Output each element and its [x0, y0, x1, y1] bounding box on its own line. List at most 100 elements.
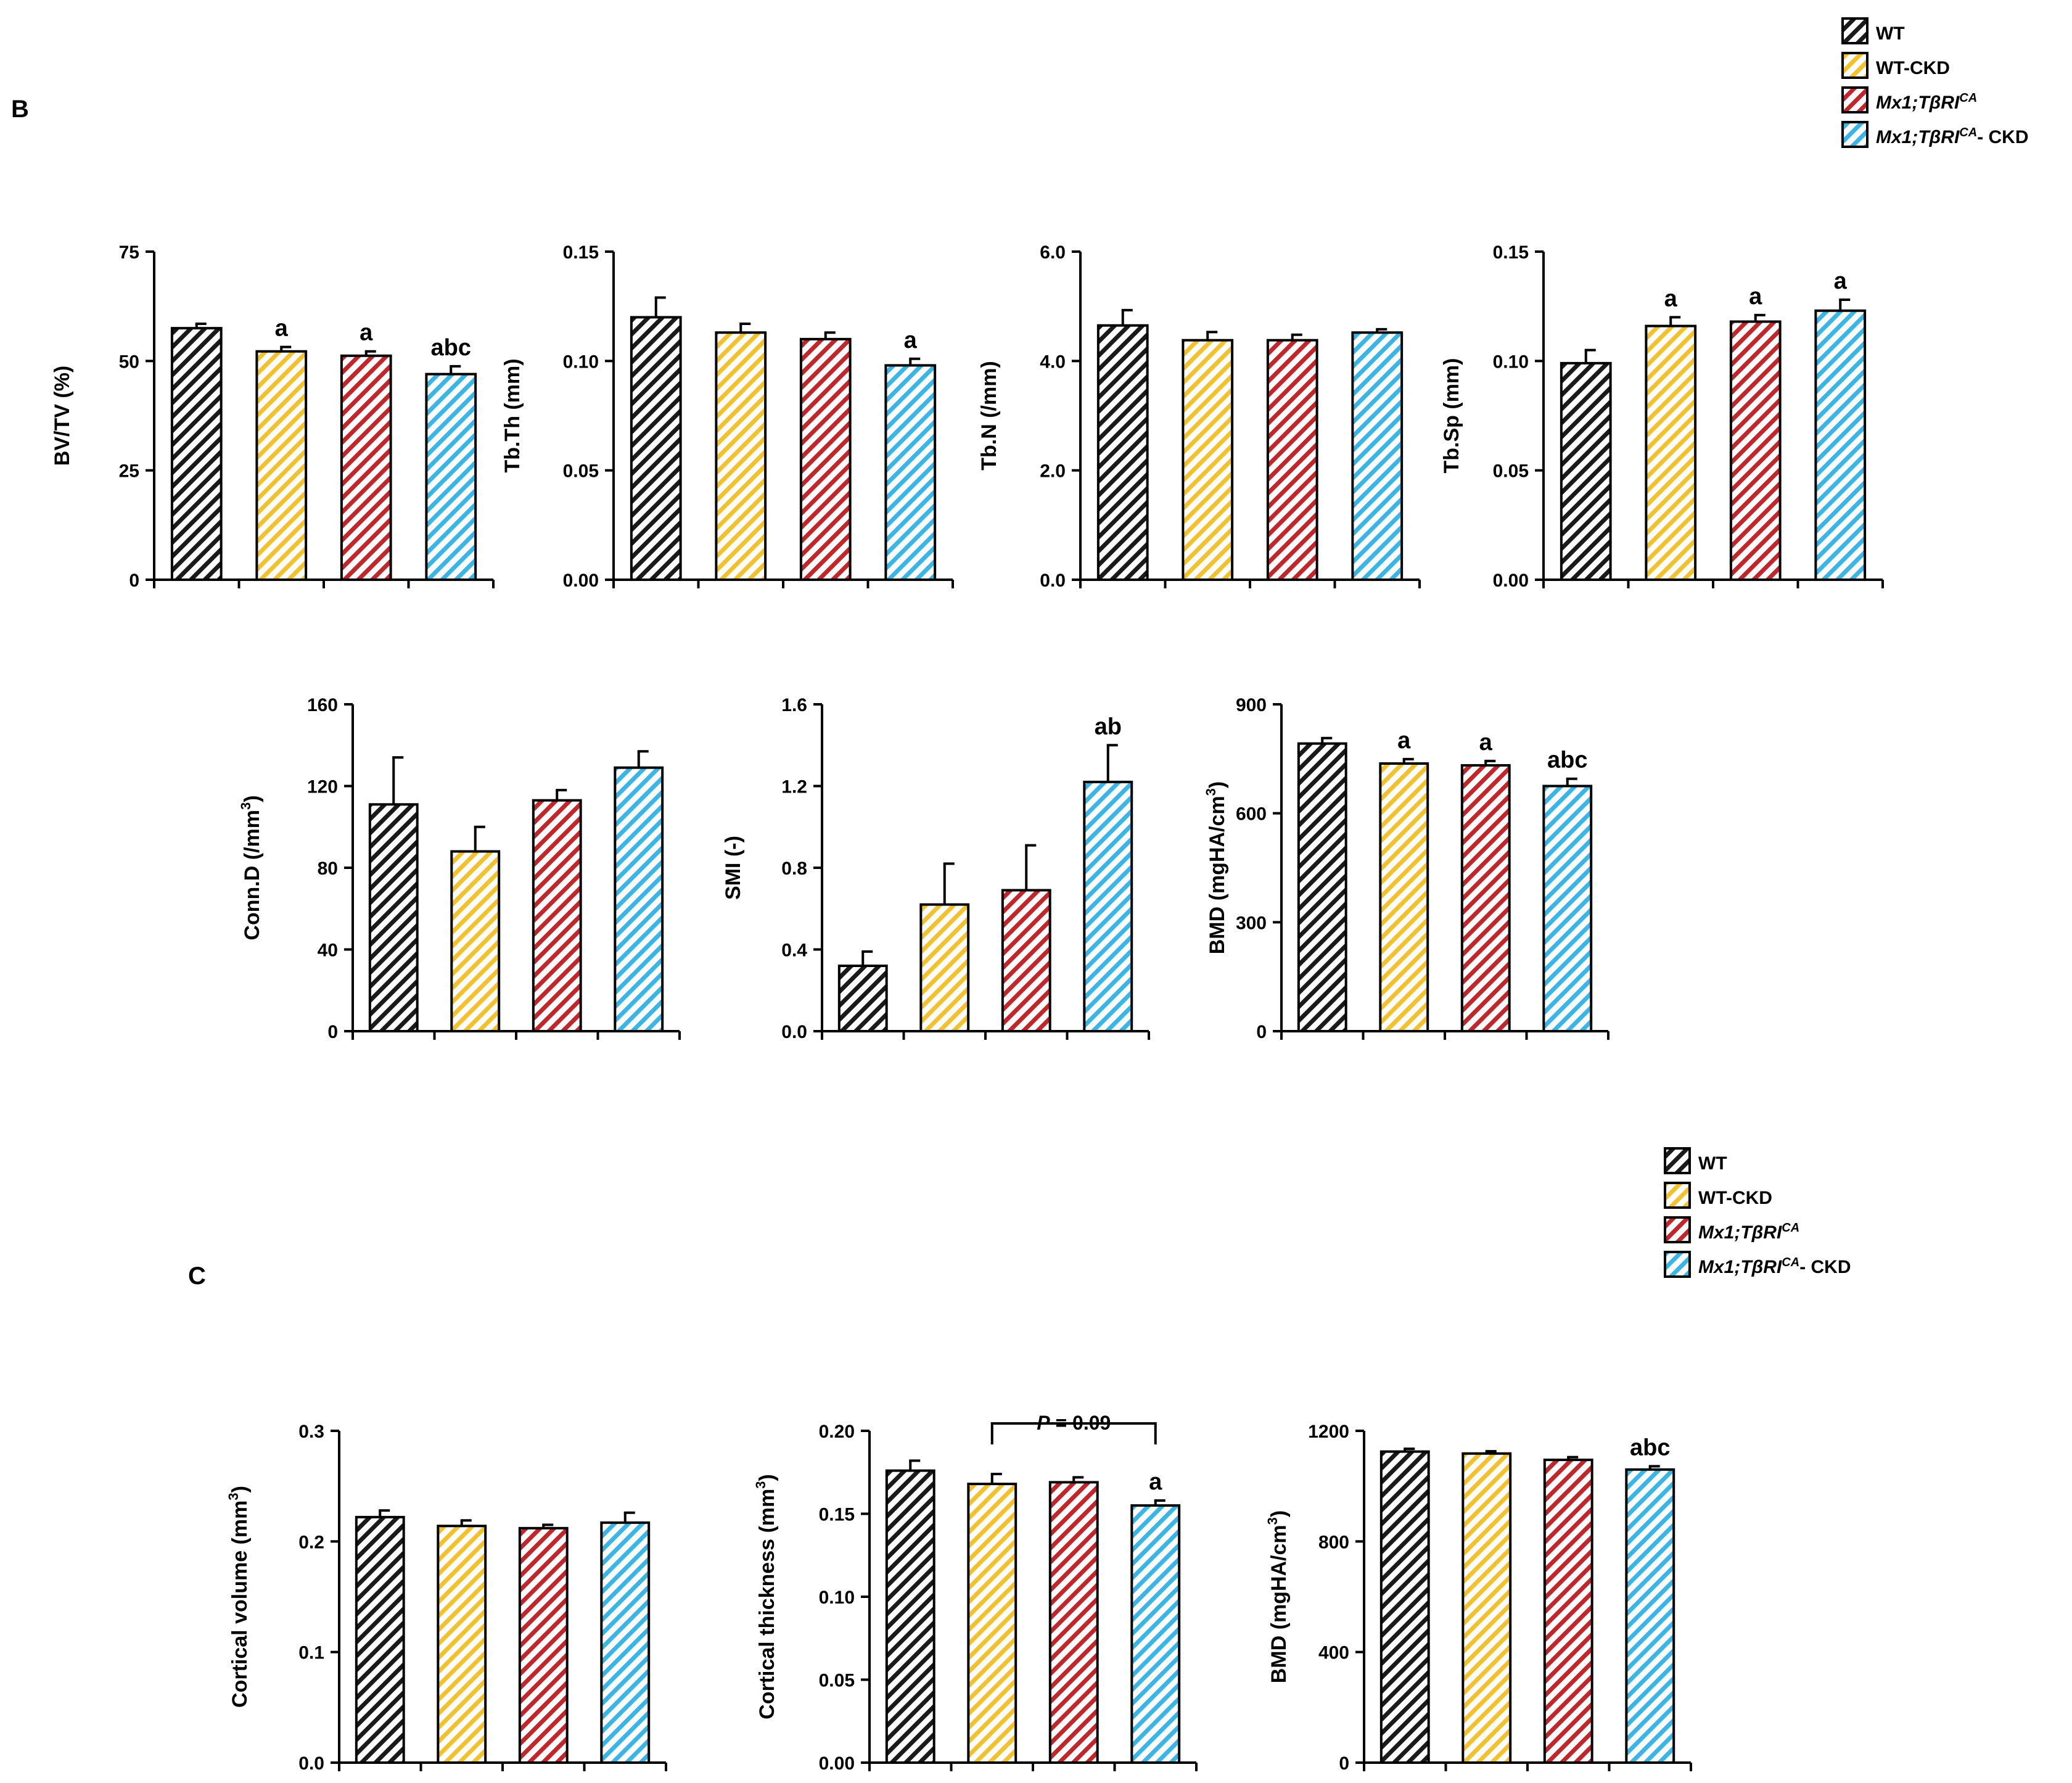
chart-2-bar-0 [1096, 324, 1149, 581]
chart-0-y-tick-label: 25 [119, 461, 139, 482]
chart-1-annotation-3: a [904, 327, 918, 353]
chart-8-y-tick-label: 0.05 [819, 1671, 855, 1691]
chart-2-y-tick-label: 2.0 [1040, 461, 1066, 482]
chart-2-bar-2 [1266, 339, 1318, 581]
chart-3-y-tick-label: 0.00 [1493, 570, 1529, 591]
chart-2-bar-3 [1351, 331, 1404, 582]
chart-6-bar-2 [1460, 764, 1511, 1033]
chart-7-bar-3 [600, 1521, 651, 1764]
chart-4-y-tick-label: 160 [307, 695, 338, 715]
chart-5-y-tick-label: 0.0 [781, 1022, 807, 1042]
chart-3-annotation-2: a [1749, 284, 1762, 310]
chart-9-y-tick-label: 800 [1318, 1532, 1349, 1552]
chart-1-bar-0 [630, 316, 682, 582]
chart-0-bar-3 [425, 373, 477, 581]
legend-bottom-label-1: WT-CKD [1698, 1188, 1772, 1208]
legend-bottom-label-3: Mx1;TβRICA- CKD [1698, 1256, 1851, 1277]
chart-0-annotation-2: a [360, 320, 373, 346]
chart-5-bar-3 [1083, 780, 1133, 1032]
chart-0: 0 25 50 75 BV/TV (%) a a abc [51, 242, 495, 591]
chart-3-annotation-3: a [1834, 268, 1848, 294]
chart-4-y-tick-label: 40 [318, 941, 338, 961]
chart-1-bar-3 [884, 364, 937, 582]
chart-0-bar-0 [170, 327, 223, 582]
chart-1-bar-2 [799, 337, 852, 581]
chart-8-annotation-3: a [1149, 1469, 1162, 1495]
chart-4-bar-2 [532, 799, 582, 1032]
chart-2-y-tick-label: 0.0 [1040, 570, 1066, 591]
legend-bottom: WT WT-CKD Mx1;TβRICA Mx1;TβRICA- CKD [1664, 1147, 1851, 1278]
legend-bottom-label-2: Mx1;TβRICA [1698, 1221, 1799, 1243]
chart-3-y-tick-label: 0.15 [1493, 242, 1529, 263]
chart-6-y-tick-label: 300 [1236, 913, 1267, 933]
chart-4-bar-1 [450, 850, 501, 1032]
chart-9-y-tick-label: 0 [1339, 1753, 1349, 1774]
chart-5-y-tick-label: 1.2 [781, 777, 807, 797]
legend-top-swatch-3 [1841, 121, 1868, 148]
legend-top-label-0: WT [1876, 23, 1905, 44]
chart-0-annotation-1: a [275, 316, 289, 342]
chart-7-y-tick-label: 0.3 [298, 1422, 324, 1442]
chart-2: 0.0 2.0 4.0 6.0 Tb.N (/mm) [977, 242, 1421, 591]
chart-8-y-tick-label: 0.15 [819, 1505, 855, 1525]
chart-8-bar-3 [1130, 1504, 1181, 1764]
chart-6-y-tick-label: 600 [1236, 804, 1267, 825]
chart-1: 0.00 0.05 0.10 0.15 Tb.Th (mm) a [501, 242, 954, 591]
chart-7: 0.0 0.1 0.2 0.3 Cortical volume (mm3) [226, 1422, 667, 1774]
chart-6-y-tick-label: 0 [1256, 1022, 1267, 1042]
chart-0-bar-2 [340, 354, 392, 582]
chart-2-bar-1 [1182, 339, 1234, 581]
chart-4-bar-3 [614, 766, 664, 1032]
chart-9-bar-1 [1462, 1452, 1512, 1764]
chart-1-y-axis-label: Tb.Th (mm) [501, 358, 524, 472]
chart-3: 0.00 0.05 0.10 0.15 Tb.Sp (mm) a a a [1440, 242, 1884, 591]
chart-0-y-tick-label: 0 [129, 570, 139, 591]
chart-7-y-tick-label: 0.0 [298, 1753, 324, 1774]
chart-5-y-tick-label: 0.4 [781, 941, 807, 961]
chart-8-y-tick-label: 0.10 [819, 1587, 855, 1608]
chart-6: 0 300 600 900 BMD (mgHA/cm3) a a abc [1203, 695, 1610, 1042]
chart-6-bar-3 [1542, 784, 1593, 1032]
chart-0-y-tick-label: 50 [119, 352, 139, 372]
panel-b-label: B [11, 96, 29, 123]
chart-5-annotation-3: ab [1095, 714, 1122, 739]
chart-1-bar-1 [715, 331, 767, 582]
chart-8-bracket-label: P = 0.09 [1037, 1412, 1111, 1434]
chart-6-bar-1 [1379, 762, 1429, 1032]
chart-6-annotation-2: a [1479, 730, 1493, 756]
chart-6-bar-0 [1297, 742, 1347, 1032]
chart-2-y-axis-label: Tb.N (/mm) [977, 361, 1001, 471]
chart-8-bar-1 [967, 1483, 1018, 1764]
chart-6-annotation-1: a [1397, 728, 1411, 754]
legend-bottom-swatch-2 [1664, 1216, 1691, 1243]
chart-2-y-tick-label: 6.0 [1040, 242, 1066, 263]
chart-3-bar-0 [1560, 361, 1612, 581]
chart-9-bar-2 [1543, 1459, 1593, 1764]
chart-8-bracket [990, 1422, 1157, 1444]
chart-1-y-tick-label: 0.05 [563, 461, 599, 482]
chart-0-annotation-3: abc [431, 335, 471, 361]
chart-7-y-tick-label: 0.1 [298, 1643, 324, 1663]
chart-8: 0.00 0.05 0.10 0.15 0.20 Cortical thickness (… [753, 1412, 1198, 1774]
chart-4-y-tick-label: 0 [327, 1022, 338, 1042]
chart-2-y-tick-label: 4.0 [1040, 352, 1066, 372]
chart-8-bar-2 [1048, 1481, 1099, 1764]
chart-7-y-axis-label: Cortical volume (mm3) [226, 1486, 252, 1708]
panel-c-label: C [188, 1262, 206, 1290]
legend-bottom-swatch-0 [1664, 1147, 1691, 1174]
legend-bottom-swatch-3 [1664, 1251, 1691, 1278]
chart-4-y-axis-label: Conn.D (/mm3) [238, 795, 264, 940]
chart-5: 0.0 0.4 0.8 1.2 1.6 SMI (-) ab [722, 695, 1150, 1042]
chart-4-y-tick-label: 120 [307, 777, 338, 797]
legend-bottom-swatch-1 [1664, 1182, 1691, 1209]
chart-9: 0 400 800 1200 BMD (mgHA/cm3) abc [1265, 1422, 1692, 1774]
legend-top-label-1: WT-CKD [1876, 58, 1950, 78]
chart-6-annotation-3: abc [1547, 747, 1587, 773]
chart-3-y-tick-label: 0.10 [1493, 352, 1529, 372]
chart-3-y-tick-label: 0.05 [1493, 461, 1529, 482]
chart-7-y-tick-label: 0.2 [298, 1532, 324, 1552]
chart-3-bar-3 [1814, 309, 1867, 581]
chart-1-y-tick-label: 0.15 [563, 242, 599, 263]
chart-1-y-tick-label: 0.10 [563, 352, 599, 372]
